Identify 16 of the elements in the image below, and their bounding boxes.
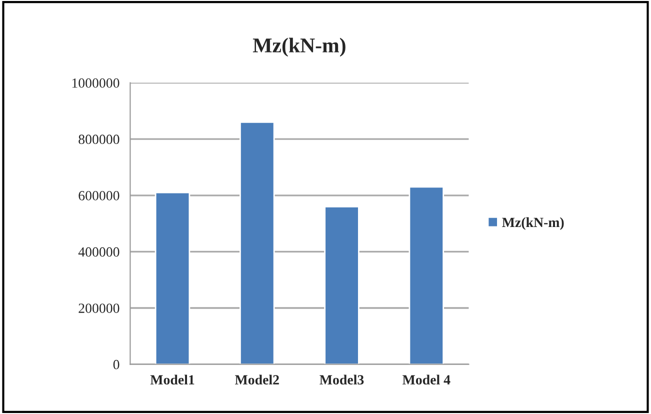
x-tick-label: Model 4: [402, 374, 450, 385]
x-tick-label: Model2: [235, 374, 279, 385]
legend-label: Mz(kN-m): [502, 217, 564, 230]
bar: [154, 192, 190, 364]
y-tick-label: 400000: [78, 247, 120, 257]
y-tick-label: 0: [113, 360, 120, 370]
chart-title: Mz(kN-m): [252, 38, 346, 57]
bar: [240, 122, 275, 364]
y-tick-label: 800000: [78, 134, 120, 144]
bar: [324, 206, 360, 364]
y-tick-label: 600000: [78, 190, 120, 200]
x-tick-label: Model3: [320, 374, 364, 385]
y-tick-label: 200000: [78, 304, 120, 313]
bar: [408, 186, 444, 364]
y-tick-label: 1000000: [72, 78, 120, 88]
x-tick-label: Model1: [150, 374, 194, 385]
